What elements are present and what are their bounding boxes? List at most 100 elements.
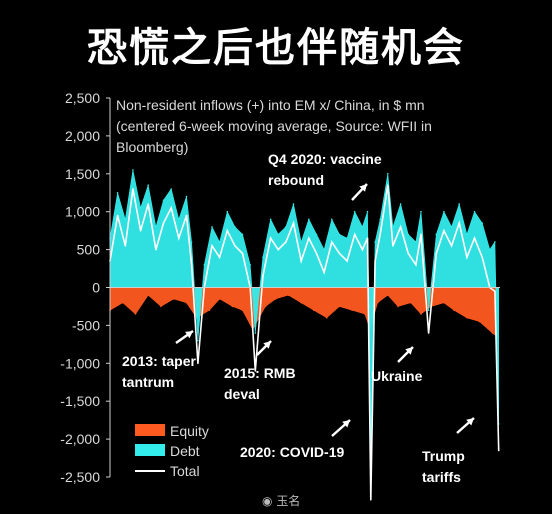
data-point-debt xyxy=(178,218,180,221)
data-point-debt xyxy=(407,233,410,236)
data-point-total xyxy=(241,252,244,255)
y-tick-label: -2,000 xyxy=(60,431,100,447)
data-point-equity xyxy=(325,317,328,319)
annotation-arrowhead xyxy=(185,331,193,339)
data-point-total xyxy=(254,370,257,372)
data-point-total xyxy=(473,237,476,239)
data-point-equity xyxy=(478,320,481,323)
data-point-equity xyxy=(351,309,354,312)
y-tick-label: -500 xyxy=(72,317,100,333)
data-point-total xyxy=(466,256,468,259)
data-point-total xyxy=(139,229,142,232)
data-point-total xyxy=(435,252,438,255)
data-point-debt xyxy=(399,203,402,205)
annotation-arrowhead xyxy=(405,347,413,355)
annotation-arrowhead xyxy=(263,341,271,349)
data-point-equity xyxy=(160,305,162,308)
series-area-equity xyxy=(109,287,498,338)
data-point-debt xyxy=(218,241,221,243)
data-point-equity xyxy=(121,301,124,304)
data-point-debt xyxy=(203,264,206,266)
data-point-debt xyxy=(185,195,188,198)
data-point-total xyxy=(420,233,422,236)
y-tick-label: -2,500 xyxy=(60,469,100,485)
data-point-equity xyxy=(491,332,494,334)
data-point-debt xyxy=(427,309,430,312)
data-point-debt xyxy=(147,184,149,186)
data-point-total xyxy=(399,226,402,228)
y-tick-label: 500 xyxy=(77,242,101,258)
series-line-total xyxy=(109,185,500,500)
chart-title: Non-resident inflows (+) into EM x/ Chin… xyxy=(116,97,425,113)
data-point-total xyxy=(443,229,445,232)
data-point-debt xyxy=(374,241,376,243)
headline: 恐慌之后也伴随机会 xyxy=(87,25,465,71)
data-point-debt xyxy=(132,169,134,171)
data-point-total xyxy=(147,203,149,205)
annotation-arrowhead xyxy=(466,418,474,426)
y-tick-label: 0 xyxy=(92,280,100,296)
data-point-equity xyxy=(185,301,188,304)
y-tick-label: -1,500 xyxy=(60,393,100,409)
data-point-debt xyxy=(292,203,295,205)
data-point-debt xyxy=(285,226,287,228)
data-point-debt xyxy=(435,233,438,236)
data-point-debt xyxy=(249,264,251,266)
data-point-equity xyxy=(147,294,149,296)
data-point-equity xyxy=(231,305,234,308)
data-point-debt xyxy=(116,192,119,194)
data-point-equity xyxy=(208,309,211,312)
legend-label-equity: Equity xyxy=(170,423,209,439)
data-point-total xyxy=(450,245,453,247)
data-point-total xyxy=(197,362,199,365)
data-point-total xyxy=(262,275,264,277)
data-point-total xyxy=(292,222,295,224)
data-point-debt xyxy=(162,199,165,202)
data-point-total xyxy=(190,264,193,266)
data-point-total xyxy=(331,241,333,243)
data-point-equity xyxy=(397,305,399,308)
data-point-total xyxy=(338,252,341,255)
data-point-debt xyxy=(254,332,257,334)
data-point-total xyxy=(481,256,484,259)
data-point-total xyxy=(361,248,364,251)
data-point-equity xyxy=(134,313,137,315)
data-point-total xyxy=(277,248,280,251)
data-point-total xyxy=(323,271,325,274)
data-point-equity xyxy=(364,313,366,315)
chart-subtitle-line-2: Bloomberg) xyxy=(116,139,188,155)
watermark-text: 玉名 xyxy=(276,494,301,508)
data-point-total xyxy=(494,290,496,293)
data-point-total xyxy=(415,264,417,266)
data-point-debt xyxy=(300,241,303,243)
data-point-debt xyxy=(481,222,484,224)
data-point-total xyxy=(155,248,157,251)
data-point-debt xyxy=(170,188,172,190)
data-point-equity xyxy=(274,298,277,300)
data-point-equity xyxy=(287,294,290,296)
y-tick-label: 1,500 xyxy=(65,166,100,182)
data-point-total xyxy=(178,237,180,239)
annotation-text: 2013: taper xyxy=(122,353,196,369)
annotation-text: Q4 2020: vaccine xyxy=(268,151,382,167)
data-point-equity xyxy=(264,305,267,308)
data-point-total xyxy=(379,233,382,236)
data-point-total xyxy=(366,237,369,239)
legend-swatch-debt xyxy=(135,444,165,456)
data-point-debt xyxy=(361,226,364,228)
data-point-equity xyxy=(172,298,175,300)
data-point-total xyxy=(315,252,318,255)
data-point-debt xyxy=(269,218,272,221)
data-point-debt xyxy=(387,173,389,175)
annotation-text: deval xyxy=(224,386,260,402)
data-point-total xyxy=(170,207,172,209)
data-point-total xyxy=(234,245,236,247)
data-point-debt xyxy=(197,339,199,342)
annotation-arrowhead xyxy=(342,420,350,428)
data-point-total xyxy=(346,260,348,262)
data-point-total xyxy=(185,214,188,217)
data-point-total xyxy=(497,449,500,452)
data-point-equity xyxy=(453,309,455,312)
legend-swatch-equity xyxy=(135,424,165,436)
